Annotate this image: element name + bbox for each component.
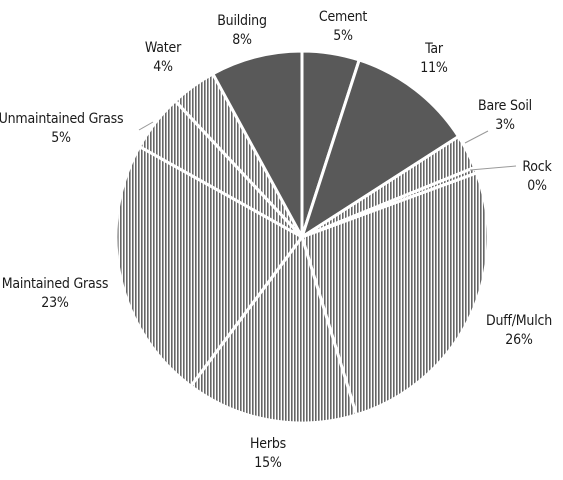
pie-label-building: Building 8% xyxy=(217,13,267,48)
pie-label-tar: Tar 11% xyxy=(420,41,448,76)
leader-line-bare-soil xyxy=(464,130,489,144)
pie-slice-building xyxy=(211,49,304,239)
pie-label-water: Water 4% xyxy=(145,40,182,75)
pie-label-cement: Cement 5% xyxy=(319,9,368,44)
pie-label-percent: 15% xyxy=(254,455,282,471)
pie-label-name: Cement xyxy=(319,9,368,25)
pie-label-percent: 8% xyxy=(232,32,252,48)
pie-leader-lines xyxy=(138,121,517,171)
pie-label-name: Tar xyxy=(424,41,444,57)
pie-label-name: Duff/Mulch xyxy=(486,313,552,329)
pie-label-percent: 0% xyxy=(527,178,547,194)
pie-label-herbs: Herbs 15% xyxy=(250,436,286,471)
pie-slice-tar xyxy=(300,58,461,239)
pie-label-bare-soil: Bare Soil 3% xyxy=(478,98,532,133)
pie-label-duff-mulch: Duff/Mulch 26% xyxy=(486,313,552,348)
leader-line-unmaintained-grass xyxy=(138,121,154,131)
pie-label-name: Maintained Grass xyxy=(2,276,109,292)
pie-slice-herbs xyxy=(189,235,358,425)
pie-slice-maintained-grass xyxy=(114,145,304,388)
pie-label-unmaintained-grass: Unmaintained Grass 5% xyxy=(0,111,124,146)
leader-line-rock xyxy=(469,165,517,171)
pie-label-percent: 23% xyxy=(41,295,69,311)
pie-label-percent: 26% xyxy=(505,332,533,348)
pie-label-percent: 11% xyxy=(420,60,448,76)
pie-slices xyxy=(114,49,490,425)
pie-label-maintained-grass: Maintained Grass 23% xyxy=(2,276,109,311)
pie-label-name: Bare Soil xyxy=(478,98,532,114)
pie-label-name: Building xyxy=(217,13,267,29)
pie-label-name: Unmaintained Grass xyxy=(0,111,123,127)
pie-label-name: Water xyxy=(145,40,182,56)
pie-label-name: Herbs xyxy=(250,436,286,452)
pie-label-percent: 4% xyxy=(153,59,173,75)
pie-label-percent: 5% xyxy=(51,130,71,146)
pie-labels: Cement 5% Tar 11% Bare Soil 3% Rock 0% Duff/Mulc… xyxy=(0,9,553,471)
pie-label-name: Rock xyxy=(522,159,552,175)
pie-slice-duff-mulch xyxy=(300,171,490,417)
pie-label-percent: 5% xyxy=(333,28,353,44)
pie-label-rock: Rock 0% xyxy=(522,159,552,194)
pie-label-percent: 3% xyxy=(495,117,515,133)
